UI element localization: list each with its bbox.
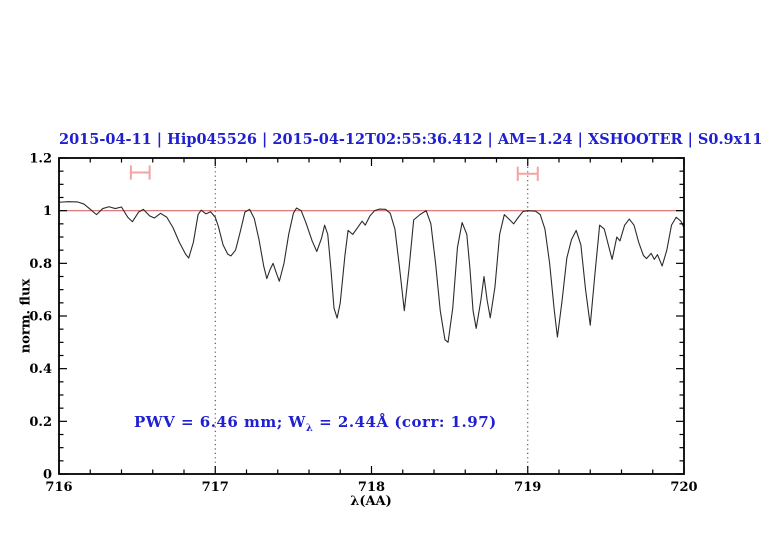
spectrum-line: [58, 201, 685, 343]
y-tick-label: 0: [43, 468, 52, 483]
x-tick-label: 718: [358, 480, 385, 495]
x-tick-label: 720: [670, 480, 697, 495]
y-tick-label: 0.4: [29, 362, 52, 377]
y-axis-label: norm. flux: [18, 278, 34, 354]
y-tick-label: 1.2: [29, 152, 52, 167]
y-tick-label: 0.8: [29, 257, 52, 272]
pwv-annotation-subscript: λ: [305, 423, 314, 434]
x-tick-label: 716: [45, 480, 72, 495]
y-tick-label: 0.2: [29, 415, 52, 430]
x-axis-label: λ(AA): [350, 494, 392, 509]
x-tick-label: 719: [514, 480, 541, 495]
pwv-annotation: PWV = 6.46 mm; Wλ = 2.44Å (corr: 1.97): [134, 413, 497, 434]
x-tick-label: 717: [202, 480, 229, 495]
pwv-annotation-suffix: = 2.44Å (corr: 1.97): [313, 413, 497, 431]
y-tick-label: 0.6: [29, 310, 52, 325]
pwv-annotation-prefix: PWV = 6.46 mm; W: [134, 413, 306, 431]
plot-title: 2015-04-11 | Hip045526 | 2015-04-12T02:5…: [59, 131, 763, 148]
y-tick-label: 1: [43, 204, 52, 219]
